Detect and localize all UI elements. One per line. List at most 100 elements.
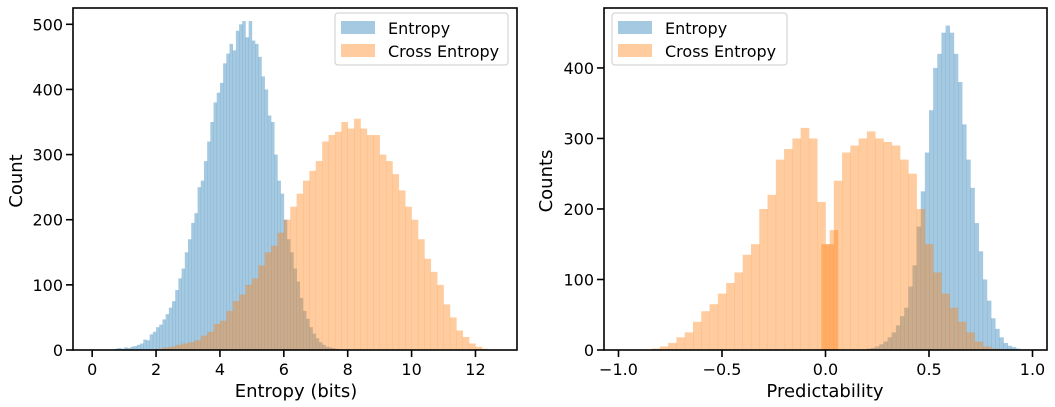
entropy-bar <box>245 37 249 351</box>
entropy-bar <box>941 32 946 351</box>
entropy-histogram-panel: 0 2 4 6 8 10 12 0 100 200 300 400 500 Entropy (bits)… <box>6 7 518 402</box>
entropy-bar <box>1007 345 1013 350</box>
entropy-bar <box>277 180 281 350</box>
entropy-bar <box>296 281 301 350</box>
entropy-bar <box>127 348 131 350</box>
cross-entropy-bar <box>456 330 463 350</box>
legend-swatch-cross-entropy <box>618 44 652 57</box>
entropy-bar <box>187 239 192 350</box>
cross-entropy-bar <box>821 244 830 350</box>
cross-entropy-bar <box>684 332 694 350</box>
entropy-bar <box>879 344 884 350</box>
y-tick-label: 200 <box>32 211 63 230</box>
cross-entropy-bar <box>315 161 323 350</box>
entropy-bar <box>124 347 128 350</box>
x-tick-label: −0.5 <box>703 360 742 379</box>
cross-entropy-bar <box>949 307 959 350</box>
cross-entropy-bar <box>258 265 265 350</box>
entropy-bar <box>203 161 208 350</box>
legend-swatch-entropy <box>341 21 375 34</box>
cross-entropy-bar <box>850 145 859 350</box>
cross-entropy-bar <box>296 193 304 350</box>
legend-label-entropy: Entropy <box>388 19 450 38</box>
entropy-bar <box>156 327 160 350</box>
cross-entropy-bar <box>750 244 760 350</box>
cross-entropy-bar <box>808 138 818 350</box>
cross-entropy-bar <box>398 190 406 350</box>
y-tick-label: 400 <box>32 80 63 99</box>
cross-entropy-bar <box>784 149 793 350</box>
x-tick-label: −1.0 <box>599 360 638 379</box>
cross-entropy-bar <box>162 347 170 350</box>
cross-entropy-bar <box>386 161 393 350</box>
cross-entropy-bar <box>360 128 368 350</box>
cross-entropy-bar <box>443 304 451 350</box>
legend-label-cross-entropy: Cross Entropy <box>665 42 776 61</box>
entropy-bar <box>1011 347 1017 350</box>
cross-entropy-bar <box>181 343 189 350</box>
entropy-bar <box>178 278 182 350</box>
cross-entropy-bar <box>817 201 826 350</box>
entropy-bar <box>949 32 955 351</box>
cross-entropy-bar <box>742 254 752 350</box>
cross-entropy-bar <box>271 245 278 350</box>
entropy-bar <box>287 239 291 350</box>
cross-entropy-bar <box>726 283 735 350</box>
cross-entropy-bar <box>219 320 227 350</box>
entropy-bar <box>290 252 294 350</box>
entropy-bar <box>168 307 173 350</box>
entropy-bar <box>213 102 218 351</box>
entropy-bar <box>883 341 888 350</box>
predictability-histogram-panel: −1.0 −0.5 0.0 0.5 1.0 0 100 200 300 400 Predictab… <box>536 7 1048 402</box>
cross-entropy-bar <box>469 343 476 350</box>
cross-entropy-bar <box>693 321 702 350</box>
x-tick-label: 4 <box>215 360 225 379</box>
y-tick-label: 100 <box>32 276 63 295</box>
cross-entropy-bar <box>941 293 951 350</box>
cross-entropy-bar <box>734 272 743 350</box>
entropy-bar <box>991 318 996 350</box>
entropy-bar <box>322 344 326 350</box>
legend-label-entropy: Entropy <box>665 19 727 38</box>
plot-frame <box>72 7 518 351</box>
entropy-bar <box>136 344 141 350</box>
cross-entropy-bar <box>792 138 801 350</box>
cross-entropy-bar <box>866 131 876 350</box>
entropy-bar <box>999 337 1004 350</box>
entropy-bars <box>862 25 1029 351</box>
entropy-bar <box>172 301 176 350</box>
x-tick-label: 1.0 <box>1020 360 1045 379</box>
entropy-bar <box>239 24 243 350</box>
cross-entropy-bar <box>668 342 677 350</box>
entropy-bar <box>953 53 959 351</box>
cross-entropy-bar <box>187 342 195 350</box>
entropy-bars <box>114 21 345 351</box>
legend: Entropy Cross Entropy <box>611 12 788 66</box>
entropy-bar <box>152 331 157 350</box>
legend-swatch-cross-entropy <box>341 44 375 57</box>
entropy-bar <box>299 297 304 350</box>
entropy-bar <box>210 122 214 350</box>
entropy-bar <box>945 25 951 350</box>
y-tick-label: 300 <box>32 146 63 165</box>
legend: Entropy Cross Entropy <box>334 12 509 66</box>
cross-entropy-bar <box>411 219 419 350</box>
x-axis-label: Entropy (bits) <box>235 381 358 402</box>
cross-entropy-bar <box>462 336 470 350</box>
cross-entropy-bar <box>933 272 942 350</box>
x-tick-label: 2 <box>151 360 161 379</box>
cross-entropy-bar <box>875 138 884 350</box>
entropy-bar <box>133 346 138 350</box>
cross-entropy-bar <box>825 244 835 350</box>
entropy-bar <box>242 21 246 351</box>
cross-entropy-bars <box>651 127 1000 350</box>
entropy-bar <box>258 56 262 351</box>
entropy-bar <box>130 346 134 350</box>
y-tick-label: 300 <box>563 129 594 148</box>
cross-entropy-bar <box>775 159 785 350</box>
cross-entropy-bar <box>194 340 202 350</box>
entropy-bar <box>216 92 221 350</box>
cross-entropy-bar <box>829 230 839 350</box>
entropy-bar <box>283 219 288 350</box>
legend-frame <box>611 12 788 66</box>
